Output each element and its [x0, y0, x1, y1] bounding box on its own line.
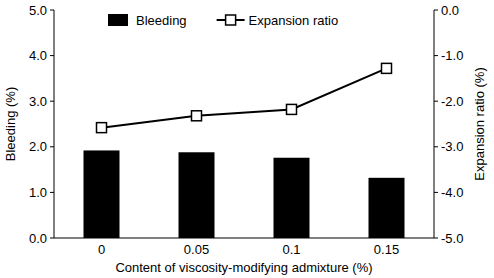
marker — [192, 111, 202, 121]
y2-tick — [434, 101, 438, 102]
y2-tick-label: 0.0 — [441, 3, 459, 18]
legend-swatch — [108, 14, 128, 26]
y-tick — [50, 146, 54, 147]
bar — [369, 178, 405, 238]
y-tick — [50, 10, 54, 11]
y2-tick — [434, 238, 438, 239]
y2-tick-label: -3.0 — [441, 139, 463, 154]
plot-marks — [84, 63, 405, 238]
y-tick-label: 4.0 — [29, 48, 47, 63]
y-tick-label: 2.0 — [29, 139, 47, 154]
y-tick-label: 1.0 — [29, 185, 47, 200]
y2-axis-title: Expansion ratio (%) — [472, 67, 487, 180]
x-tick-label: 0 — [98, 242, 105, 257]
y-tick-label: 3.0 — [29, 94, 47, 109]
bar — [179, 152, 215, 238]
y2-tick — [434, 146, 438, 147]
x-axis-title: Content of viscosity-modifying admixture… — [115, 260, 372, 275]
y2-tick-label: -4.0 — [441, 185, 463, 200]
y2-tick — [434, 55, 438, 56]
y-axis — [54, 10, 55, 238]
y-tick — [50, 238, 54, 239]
y-tick — [50, 192, 54, 193]
x-tick-label: 0.15 — [374, 242, 399, 257]
y2-tick — [434, 10, 438, 11]
legend-label: Bleeding — [136, 13, 187, 28]
chart: 0.0 1.0 2.0 3.0 4.0 5.0 -5.0 -4.0 -3.0 -2.0 -1.0 0.… — [0, 0, 494, 278]
legend-label: Expansion ratio — [249, 13, 339, 28]
y2-tick-label: -2.0 — [441, 94, 463, 109]
y2-axis — [434, 10, 435, 238]
x-tick-label: 0.05 — [184, 242, 209, 257]
bar — [274, 158, 310, 238]
y-axis-title: Bleeding (%) — [3, 87, 18, 161]
y-tick — [50, 55, 54, 56]
y-tick-label: 0.0 — [29, 231, 47, 246]
x-tick-label: 0.1 — [282, 242, 300, 257]
bar — [84, 150, 120, 238]
y-tick-label: 5.0 — [29, 3, 47, 18]
marker — [287, 104, 297, 114]
y2-tick-label: -5.0 — [441, 231, 463, 246]
y-tick — [50, 101, 54, 102]
y2-tick-label: -1.0 — [441, 48, 463, 63]
line — [102, 68, 387, 127]
marker — [97, 123, 107, 133]
marker — [382, 63, 392, 73]
y2-tick — [434, 192, 438, 193]
legend-marker — [226, 15, 236, 25]
